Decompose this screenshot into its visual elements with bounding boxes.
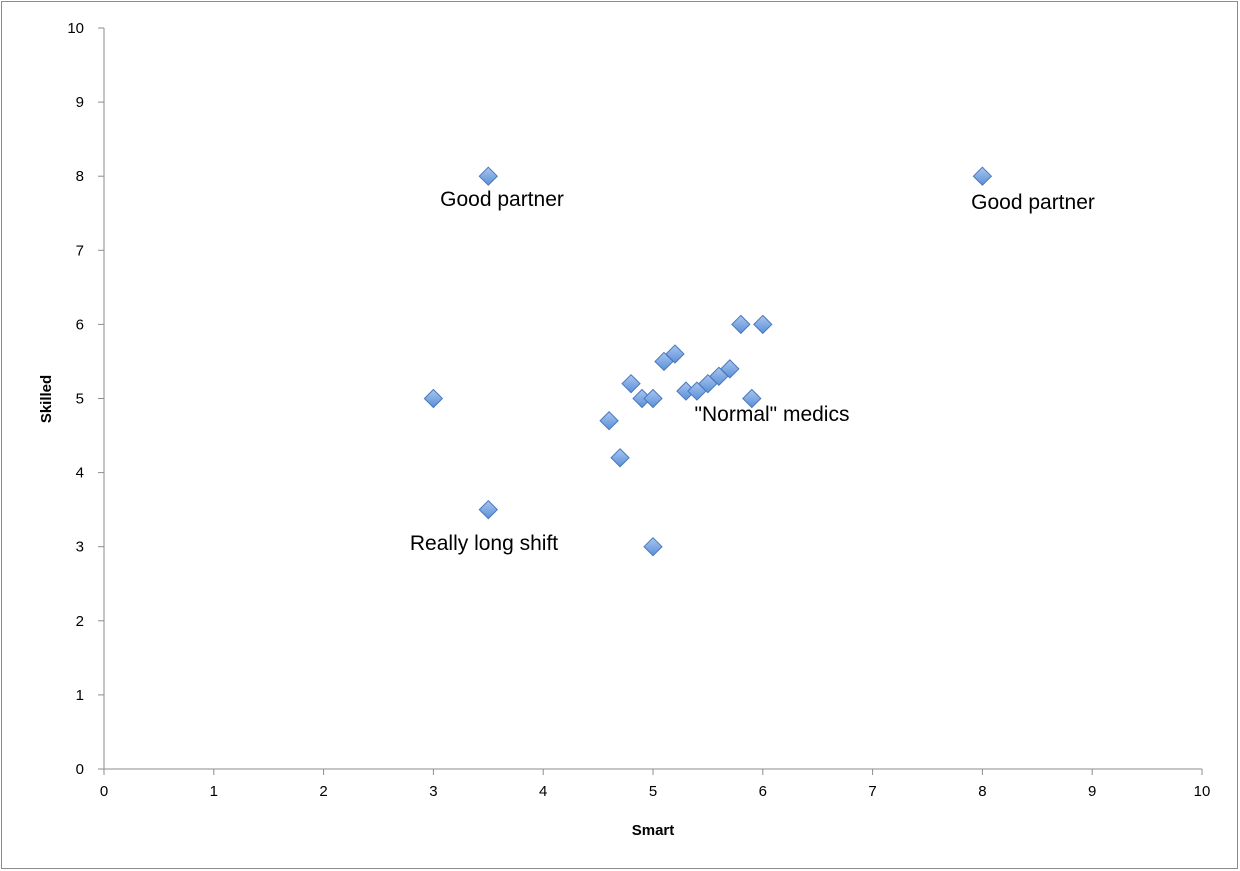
data-point — [753, 314, 773, 335]
x-tick-label: 0 — [100, 783, 108, 800]
data-point — [731, 314, 751, 335]
x-tick-label: 7 — [868, 783, 876, 800]
data-point — [665, 344, 685, 364]
data-point — [423, 388, 444, 409]
x-tick-label: 6 — [759, 783, 767, 800]
data-point — [720, 359, 740, 379]
data-point — [643, 388, 663, 409]
data-point — [610, 448, 630, 468]
data-point — [621, 373, 641, 394]
y-tick-label: 2 — [76, 613, 84, 630]
annotation-label: Really long shift — [410, 532, 558, 555]
y-tick-label: 9 — [76, 94, 84, 111]
y-axis-label: Skilled — [38, 375, 55, 423]
data-point — [742, 388, 762, 409]
data-point — [599, 411, 619, 431]
y-tick-label: 8 — [76, 168, 84, 185]
y-tick-label: 10 — [67, 20, 84, 37]
x-tick-label: 2 — [319, 783, 327, 800]
x-tick-label: 3 — [429, 783, 437, 800]
x-tick-label: 4 — [539, 783, 547, 800]
y-tick-label: 0 — [76, 761, 84, 778]
data-point — [478, 499, 499, 520]
x-tick-label: 9 — [1088, 783, 1096, 800]
x-axis-label: Smart — [632, 822, 675, 839]
data-point — [643, 536, 663, 557]
data-point — [478, 166, 499, 186]
y-tick-label: 3 — [76, 539, 84, 556]
annotation-label: Good partner — [971, 191, 1095, 214]
y-tick-label: 5 — [76, 391, 84, 408]
data-point — [972, 166, 993, 186]
x-tick-label: 10 — [1194, 783, 1211, 800]
annotation-label: "Normal" medics — [695, 403, 850, 426]
x-tick-label: 1 — [210, 783, 218, 800]
annotation-label: Good partner — [440, 188, 564, 211]
y-tick-label: 6 — [76, 316, 84, 333]
y-tick-label: 1 — [76, 687, 84, 704]
x-tick-label: 8 — [978, 783, 986, 800]
x-tick-label: 5 — [649, 783, 657, 800]
y-tick-label: 4 — [76, 465, 84, 482]
y-tick-label: 7 — [76, 242, 84, 259]
